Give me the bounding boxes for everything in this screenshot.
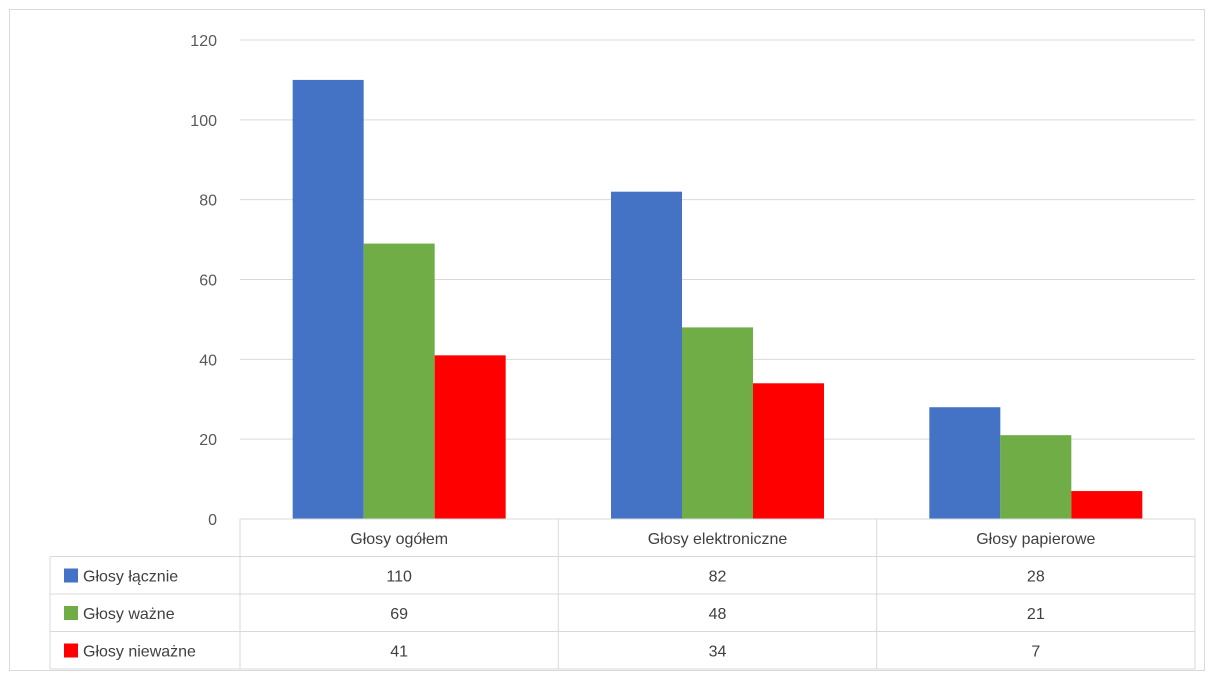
series-name: Głosy łącznie: [83, 569, 178, 586]
table-value: 48: [709, 606, 727, 623]
table-value: 41: [390, 644, 408, 661]
bar: [611, 191, 682, 519]
y-tick-label: 100: [190, 113, 217, 130]
bar: [753, 383, 824, 519]
series-name: Głosy nieważne: [83, 644, 196, 661]
table-value: 110: [386, 569, 412, 586]
bar: [363, 243, 435, 519]
bar: [1071, 491, 1143, 519]
bar: [434, 355, 506, 519]
category-label: Głosy elektroniczne: [648, 531, 788, 548]
bar: [682, 327, 753, 519]
category-label: Głosy ogółem: [350, 531, 448, 548]
table-value: 34: [709, 644, 727, 661]
table-value: 7: [1031, 644, 1040, 661]
table-value: 21: [1027, 606, 1045, 623]
table-value: 82: [709, 569, 727, 586]
y-tick-label: 0: [208, 512, 217, 529]
y-tick-label: 80: [199, 193, 217, 210]
bar: [1000, 435, 1072, 519]
legend-key: [64, 606, 78, 620]
bar: [292, 79, 364, 520]
table-value: 69: [390, 606, 408, 623]
series-name: Głosy ważne: [83, 606, 175, 623]
legend-key: [64, 643, 78, 658]
legend-key: [64, 568, 78, 583]
y-tick-label: 40: [199, 352, 217, 369]
y-tick-label: 60: [199, 273, 217, 290]
y-tick-label: 20: [199, 432, 217, 449]
table-value: 28: [1027, 569, 1045, 586]
category-label: Głosy papierowe: [976, 531, 1095, 548]
bar: [929, 407, 1001, 519]
y-tick-label: 120: [190, 33, 217, 50]
